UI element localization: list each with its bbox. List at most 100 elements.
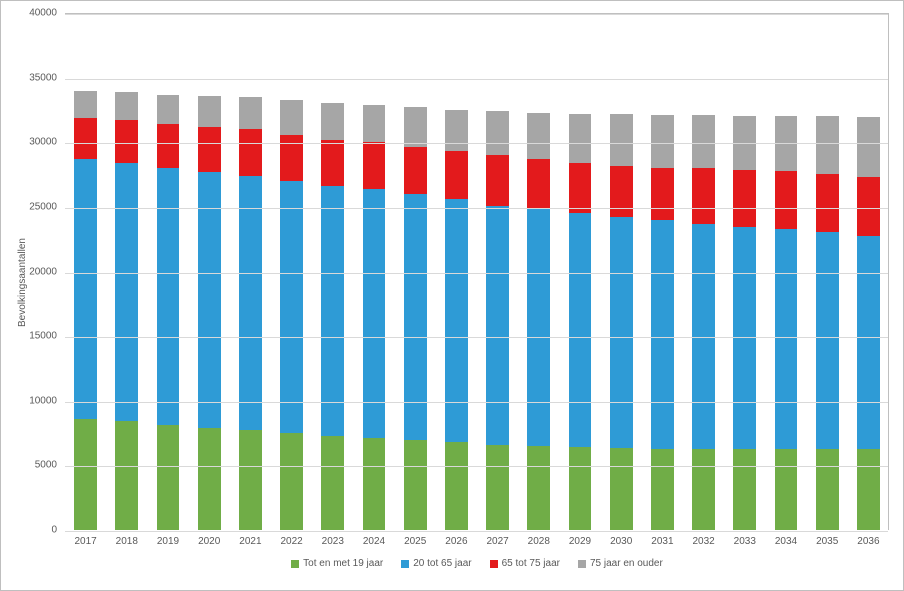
bar-segment bbox=[280, 100, 303, 135]
y-tick-label: 35000 bbox=[1, 72, 57, 83]
x-tick-label: 2034 bbox=[775, 536, 797, 547]
x-tick-label: 2032 bbox=[692, 536, 714, 547]
legend-swatch bbox=[291, 560, 299, 568]
bar-segment bbox=[363, 142, 386, 189]
y-axis-label: Bevolkingsaantallen bbox=[17, 238, 28, 327]
x-tick-label: 2028 bbox=[528, 536, 550, 547]
y-tick-label: 0 bbox=[1, 525, 57, 536]
bar-segment bbox=[115, 421, 138, 530]
y-tick-label: 40000 bbox=[1, 8, 57, 19]
bar-segment bbox=[404, 147, 427, 194]
x-tick-label: 2019 bbox=[157, 536, 179, 547]
legend-label: Tot en met 19 jaar bbox=[303, 558, 383, 569]
gridline bbox=[65, 14, 888, 15]
legend-label: 65 tot 75 jaar bbox=[502, 558, 560, 569]
legend-item: 75 jaar en ouder bbox=[578, 558, 663, 569]
bar-segment bbox=[692, 449, 715, 530]
bar-segment bbox=[321, 186, 344, 435]
bar-segment bbox=[445, 199, 468, 442]
x-tick-label: 2033 bbox=[734, 536, 756, 547]
x-tick-label: 2018 bbox=[116, 536, 138, 547]
y-tick-label: 20000 bbox=[1, 266, 57, 277]
bar-segment bbox=[527, 209, 550, 446]
bar-segment bbox=[486, 206, 509, 445]
legend-item: 20 tot 65 jaar bbox=[401, 558, 471, 569]
bar-segment bbox=[857, 236, 880, 449]
bar-segment bbox=[280, 135, 303, 182]
bar-group bbox=[115, 92, 138, 530]
x-tick-label: 2021 bbox=[239, 536, 261, 547]
bar-segment bbox=[857, 449, 880, 530]
x-tick-label: 2030 bbox=[610, 536, 632, 547]
bar-segment bbox=[115, 92, 138, 120]
bar-group bbox=[198, 96, 221, 530]
x-tick-label: 2027 bbox=[486, 536, 508, 547]
bar-segment bbox=[239, 129, 262, 176]
bar-group bbox=[527, 113, 550, 530]
bar-segment bbox=[74, 159, 97, 419]
bar-segment bbox=[527, 159, 550, 209]
bar-segment bbox=[527, 113, 550, 160]
y-tick-label: 10000 bbox=[1, 395, 57, 406]
legend-swatch bbox=[578, 560, 586, 568]
bar-segment bbox=[198, 127, 221, 172]
bar-segment bbox=[651, 115, 674, 168]
x-tick-label: 2022 bbox=[280, 536, 302, 547]
legend-item: Tot en met 19 jaar bbox=[291, 558, 383, 569]
bar-segment bbox=[363, 438, 386, 530]
bar-segment bbox=[569, 114, 592, 163]
bar-group bbox=[569, 114, 592, 530]
bar-segment bbox=[157, 168, 180, 425]
bar-segment bbox=[610, 448, 633, 530]
bar-group bbox=[651, 115, 674, 530]
bar-group bbox=[157, 95, 180, 530]
bar-segment bbox=[74, 91, 97, 118]
x-tick-label: 2023 bbox=[322, 536, 344, 547]
bar-segment bbox=[157, 124, 180, 168]
bar-segment bbox=[775, 171, 798, 229]
bar-group bbox=[775, 116, 798, 530]
bar-group bbox=[610, 114, 633, 530]
bar-segment bbox=[445, 110, 468, 151]
bar-segment bbox=[775, 229, 798, 449]
legend-swatch bbox=[490, 560, 498, 568]
bar-segment bbox=[115, 120, 138, 163]
bar-group bbox=[692, 115, 715, 530]
bar-group bbox=[733, 116, 756, 530]
x-tick-label: 2025 bbox=[404, 536, 426, 547]
bar-segment bbox=[363, 105, 386, 142]
bar-segment bbox=[775, 449, 798, 530]
bar-segment bbox=[651, 168, 674, 220]
bar-segment bbox=[692, 168, 715, 224]
bar-segment bbox=[569, 447, 592, 530]
bar-segment bbox=[816, 174, 839, 232]
bar-segment bbox=[857, 117, 880, 176]
bar-segment bbox=[692, 115, 715, 168]
bar-segment bbox=[733, 170, 756, 227]
bar-segment bbox=[816, 449, 839, 530]
gridline bbox=[65, 337, 888, 338]
bar-segment bbox=[198, 96, 221, 126]
legend-label: 75 jaar en ouder bbox=[590, 558, 663, 569]
x-tick-label: 2020 bbox=[198, 536, 220, 547]
bar-segment bbox=[816, 116, 839, 174]
bar-segment bbox=[651, 220, 674, 449]
x-tick-label: 2017 bbox=[74, 536, 96, 547]
y-tick-label: 5000 bbox=[1, 460, 57, 471]
bar-segment bbox=[651, 449, 674, 530]
x-tick-label: 2036 bbox=[857, 536, 879, 547]
bar-segment bbox=[857, 177, 880, 236]
bar-segment bbox=[445, 442, 468, 530]
bar-group bbox=[239, 97, 262, 530]
bar-segment bbox=[733, 449, 756, 530]
bar-segment bbox=[610, 114, 633, 165]
bar-segment bbox=[157, 95, 180, 124]
bar-segment bbox=[816, 232, 839, 449]
y-tick-label: 30000 bbox=[1, 137, 57, 148]
bar-segment bbox=[404, 107, 427, 146]
bar-segment bbox=[74, 419, 97, 530]
gridline bbox=[65, 208, 888, 209]
y-tick-label: 15000 bbox=[1, 331, 57, 342]
legend-swatch bbox=[401, 560, 409, 568]
gridline bbox=[65, 143, 888, 144]
